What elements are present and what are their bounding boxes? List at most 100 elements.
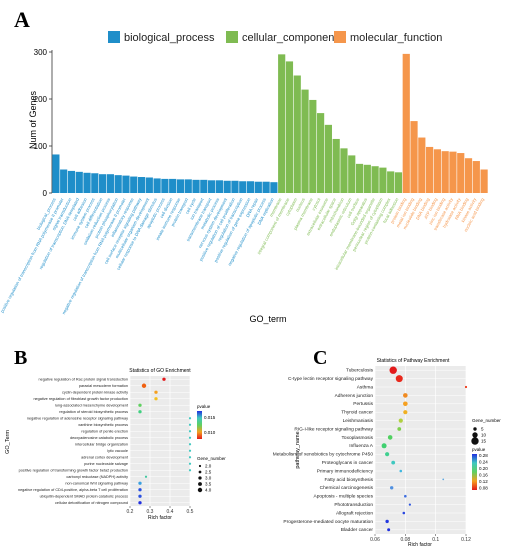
panel-c-colorbar	[472, 454, 477, 490]
panel-c-term-label: Tuberculosis	[346, 368, 374, 374]
panel-b-point	[154, 397, 158, 401]
panel-a-bar	[60, 169, 68, 193]
panel-a-bar	[464, 158, 473, 193]
panel-a-bar	[441, 151, 449, 193]
panel-a-bar	[426, 146, 434, 193]
panel-a-bar	[223, 180, 231, 193]
panel-c-point	[395, 375, 403, 383]
panel-a-xtick-label: cytosol	[311, 197, 322, 211]
panel-b-size-swatch	[197, 487, 203, 493]
panel-c-point	[464, 385, 468, 389]
panel-b-term-label: regulation of steroid biosynthetic proce…	[59, 410, 128, 414]
panel-a-bar	[122, 175, 130, 193]
panel-a-ytick-label: 200	[34, 95, 48, 104]
panel-c-point	[403, 401, 408, 407]
panel-c-point	[442, 478, 445, 481]
panel-c-term-label: Influenza A	[349, 443, 374, 449]
panel-a-bar	[348, 155, 356, 193]
panel-b-term-label: intercellular bridge organization	[75, 443, 128, 447]
panel-b-point	[188, 462, 192, 465]
panel-c-term-label: Primary immunodeficiency	[317, 468, 374, 474]
panel-a-bar	[145, 177, 153, 193]
panel-c-term-label: Thyroid cancer	[341, 410, 373, 416]
panel-a-bar	[449, 151, 457, 193]
panel-b-pvalue-tick: 0.015	[204, 415, 216, 420]
panel-c-term-label: C-type lectin receptor signaling pathway	[288, 376, 374, 382]
panel-c-size-title: Gene_number	[472, 418, 501, 423]
panel-c-xtick-label: 0.1	[432, 537, 439, 543]
panel-c-pvalue-tick: 0.28	[479, 453, 488, 458]
panel-a-bar	[130, 176, 138, 193]
panel-a-legend-label: cellular_component	[242, 32, 337, 44]
panel-a-bar	[278, 54, 286, 193]
panel-b-term-label: cellular detoxification of nitrogen comp…	[55, 501, 128, 505]
panel-c-point	[389, 366, 397, 374]
panel-a-xtick-label: nucleus	[295, 197, 306, 212]
panel-b-label: B	[14, 347, 27, 369]
panel-c-point	[385, 519, 389, 524]
panel-c-term-label: Proteoglycans in cancer	[322, 460, 374, 466]
panel-b-term-label: ubiquitin-dependent SMAD protein catabol…	[40, 495, 129, 499]
panel-a-bar	[99, 174, 107, 193]
panel-c-size-swatch	[473, 427, 477, 431]
panel-c-point	[387, 528, 391, 532]
panel-a-bar	[402, 53, 410, 193]
panel-c-term-label: Chemical carcinogenesis	[320, 485, 374, 491]
panel-a-xtick-label: positive regulation of transcription fro…	[0, 197, 65, 314]
panel-b-size-swatch	[198, 476, 202, 480]
panel-b-size-tick: 4.0	[205, 488, 212, 493]
panel-b-size-tick: 2.5	[205, 470, 212, 475]
panel-c-point	[398, 418, 403, 423]
panel-a-bar	[270, 182, 278, 193]
panel-c-term-label: Metabolism of xenobiotics by cytochrome …	[273, 452, 374, 458]
panel-c-term-label: Apoptosis - multiple species	[314, 494, 374, 500]
panel-b-xlabel: Rich factor	[148, 515, 172, 521]
panel-b-point	[188, 443, 192, 446]
panel-a-bar	[52, 154, 60, 193]
panel-b-ylabel: GO_Term	[5, 430, 11, 454]
panel-b-size-tick: 2.0	[205, 464, 212, 469]
panel-a-bar	[184, 179, 192, 193]
panel-c-pvalue-tick: 0.24	[479, 460, 488, 465]
panel-a-bar	[371, 166, 379, 193]
panel-a-bar	[457, 153, 465, 193]
panel-a-bar	[293, 75, 301, 193]
panel-a-bar	[262, 181, 270, 193]
panel-a-bar	[231, 180, 239, 193]
panel-a-legend-swatch	[226, 31, 238, 43]
panel-c-term-label: Phototransduction	[334, 502, 373, 508]
panel-c-point	[408, 503, 411, 506]
panel-a-bar	[355, 163, 364, 193]
panel-b-point	[138, 481, 142, 485]
panel-a-bar	[332, 138, 340, 193]
panel-b-term-label: negative regulation of Rac protein signa…	[39, 378, 129, 382]
panel-c-term-label: Pertussis	[353, 401, 373, 407]
panel-c-point	[387, 435, 393, 440]
panel-b-term-label: lung-associated mesenchyme development	[55, 404, 129, 408]
panel-a-bar	[363, 164, 371, 193]
panel-a-bar	[106, 174, 114, 193]
panel-c-xlabel: Rich factor	[408, 542, 432, 548]
panel-b-term-label: lytic vacuole	[107, 449, 128, 453]
panel-c-pvalue-title: pvalue	[472, 447, 486, 452]
panel-a-bar	[246, 181, 255, 193]
panel-b-point	[138, 410, 142, 414]
panel-c-size-tick: 10	[481, 433, 487, 438]
panel-a-bar	[208, 180, 216, 193]
panel-a-bar	[215, 180, 223, 193]
panel-a-bar	[161, 178, 169, 193]
panel-c-term-label: Allograft rejection	[336, 510, 373, 516]
panel-a-bar	[379, 167, 387, 193]
panel-c-title: Statistics of Pathway Enrichment	[377, 358, 450, 364]
panel-a-bar	[309, 99, 317, 193]
panel-b-point	[141, 383, 147, 388]
panel-c-size-tick: 5	[481, 427, 484, 432]
panel-a-ytick-label: 100	[34, 142, 48, 151]
panel-c-point	[381, 443, 387, 449]
panel-c-point	[403, 410, 408, 415]
panel-b-term-label: negative regulation of CD4-positive, alp…	[18, 488, 128, 492]
panel-a-bar	[340, 148, 348, 193]
panel-a-ytick-label: 300	[34, 48, 48, 57]
panel-b-size-title: Gene_number	[197, 456, 226, 461]
